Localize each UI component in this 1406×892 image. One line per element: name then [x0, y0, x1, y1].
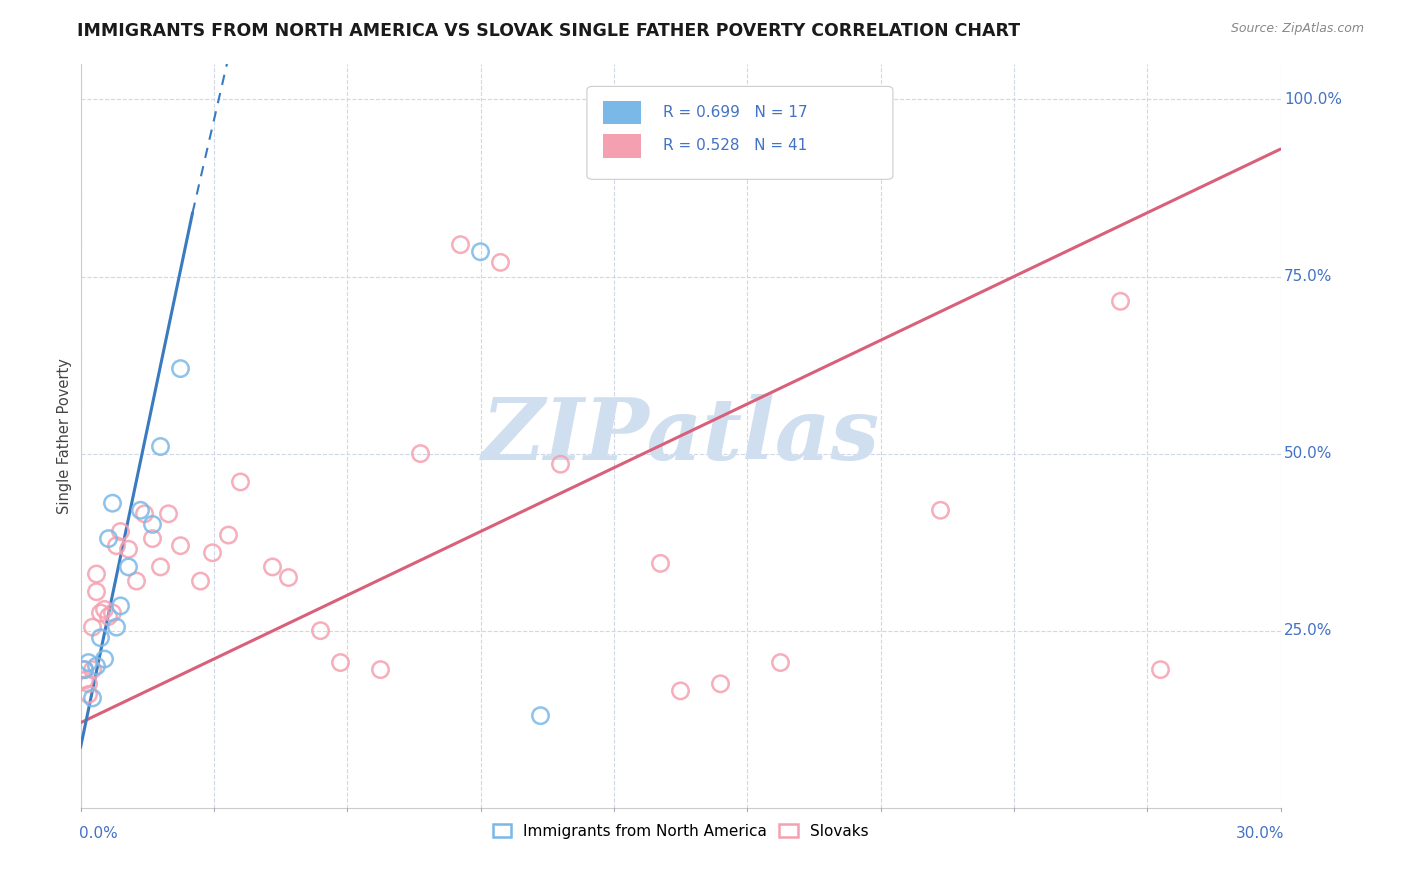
- Point: [141, 517, 163, 532]
- Point: [149, 440, 172, 454]
- Point: [86, 659, 108, 673]
- Point: [650, 557, 672, 571]
- Point: [89, 631, 111, 645]
- Point: [97, 532, 120, 546]
- Text: ZIPatlas: ZIPatlas: [481, 394, 880, 477]
- Point: [709, 677, 731, 691]
- Text: 0.0%: 0.0%: [79, 826, 118, 841]
- Text: 100.0%: 100.0%: [1284, 92, 1343, 107]
- Point: [82, 663, 104, 677]
- Point: [117, 560, 139, 574]
- Point: [450, 237, 472, 252]
- Point: [169, 361, 191, 376]
- Point: [93, 602, 115, 616]
- Point: [141, 532, 163, 546]
- Text: Source: ZipAtlas.com: Source: ZipAtlas.com: [1230, 22, 1364, 36]
- FancyBboxPatch shape: [603, 101, 641, 124]
- Text: 50.0%: 50.0%: [1284, 446, 1333, 461]
- Point: [77, 656, 100, 670]
- Point: [125, 574, 148, 588]
- Point: [262, 560, 284, 574]
- Point: [117, 542, 139, 557]
- Point: [329, 656, 352, 670]
- Point: [309, 624, 332, 638]
- FancyBboxPatch shape: [603, 134, 641, 158]
- Point: [134, 507, 156, 521]
- Point: [82, 620, 104, 634]
- Point: [157, 507, 180, 521]
- Point: [1149, 663, 1171, 677]
- Point: [93, 652, 115, 666]
- Point: [149, 560, 172, 574]
- Point: [129, 503, 152, 517]
- Point: [73, 673, 96, 688]
- Point: [110, 524, 132, 539]
- Point: [470, 244, 492, 259]
- Point: [82, 690, 104, 705]
- Text: 30.0%: 30.0%: [1236, 826, 1284, 841]
- Point: [550, 457, 572, 471]
- Point: [489, 255, 512, 269]
- Point: [101, 496, 124, 510]
- Text: 25.0%: 25.0%: [1284, 624, 1333, 638]
- Y-axis label: Single Father Poverty: Single Father Poverty: [58, 358, 72, 514]
- Point: [86, 567, 108, 582]
- Point: [409, 447, 432, 461]
- Point: [105, 539, 128, 553]
- Point: [73, 663, 96, 677]
- FancyBboxPatch shape: [586, 87, 893, 179]
- Point: [86, 584, 108, 599]
- Point: [169, 539, 191, 553]
- Point: [89, 606, 111, 620]
- Point: [218, 528, 240, 542]
- Point: [1109, 294, 1132, 309]
- Point: [97, 609, 120, 624]
- Point: [370, 663, 392, 677]
- Legend: Immigrants from North America, Slovaks: Immigrants from North America, Slovaks: [486, 817, 875, 845]
- Text: 75.0%: 75.0%: [1284, 269, 1333, 284]
- Point: [201, 546, 224, 560]
- Point: [769, 656, 792, 670]
- Point: [110, 599, 132, 613]
- Point: [190, 574, 212, 588]
- Point: [929, 503, 952, 517]
- Point: [77, 677, 100, 691]
- Text: R = 0.699   N = 17: R = 0.699 N = 17: [662, 105, 807, 120]
- Point: [669, 684, 692, 698]
- Text: IMMIGRANTS FROM NORTH AMERICA VS SLOVAK SINGLE FATHER POVERTY CORRELATION CHART: IMMIGRANTS FROM NORTH AMERICA VS SLOVAK …: [77, 22, 1021, 40]
- Point: [277, 570, 299, 584]
- Point: [77, 688, 100, 702]
- Text: R = 0.528   N = 41: R = 0.528 N = 41: [662, 138, 807, 153]
- Point: [529, 708, 551, 723]
- Point: [105, 620, 128, 634]
- Point: [229, 475, 252, 489]
- Point: [101, 606, 124, 620]
- Point: [73, 663, 96, 677]
